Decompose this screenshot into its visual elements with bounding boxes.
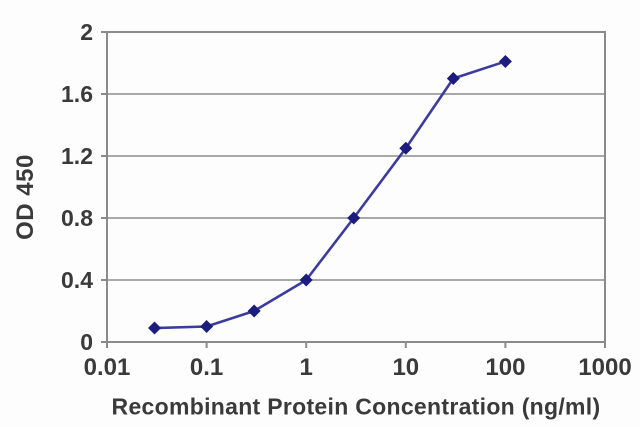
- y-tick-label: 0.4: [61, 267, 93, 293]
- y-tick-label: 1.6: [61, 81, 93, 107]
- data-point-marker: [446, 72, 460, 85]
- x-tick-label: 100: [485, 354, 525, 381]
- data-point-marker: [498, 54, 512, 68]
- x-axis-title: Recombinant Protein Concentration (ng/ml…: [111, 393, 601, 420]
- series-line: [153, 60, 507, 330]
- x-tick-label: 1000: [578, 354, 631, 381]
- x-tick-label: 0.01: [84, 354, 131, 381]
- data-point-marker: [399, 141, 413, 155]
- data-point-marker: [200, 320, 214, 333]
- data-point-marker: [347, 211, 361, 225]
- x-tick-label: 0.1: [190, 354, 223, 381]
- y-tick-label: 1.2: [61, 143, 93, 169]
- x-tick-label: 1: [300, 354, 313, 381]
- data-point-marker: [148, 321, 162, 335]
- data-point-marker: [299, 273, 313, 287]
- y-tick-label: 2: [80, 19, 93, 45]
- data-point-marker: [247, 304, 261, 318]
- x-tick-label: 10: [392, 354, 419, 381]
- y-tick-label: 0.8: [61, 205, 93, 231]
- y-tick-label: 0: [80, 329, 93, 355]
- plot-border: [106, 31, 606, 343]
